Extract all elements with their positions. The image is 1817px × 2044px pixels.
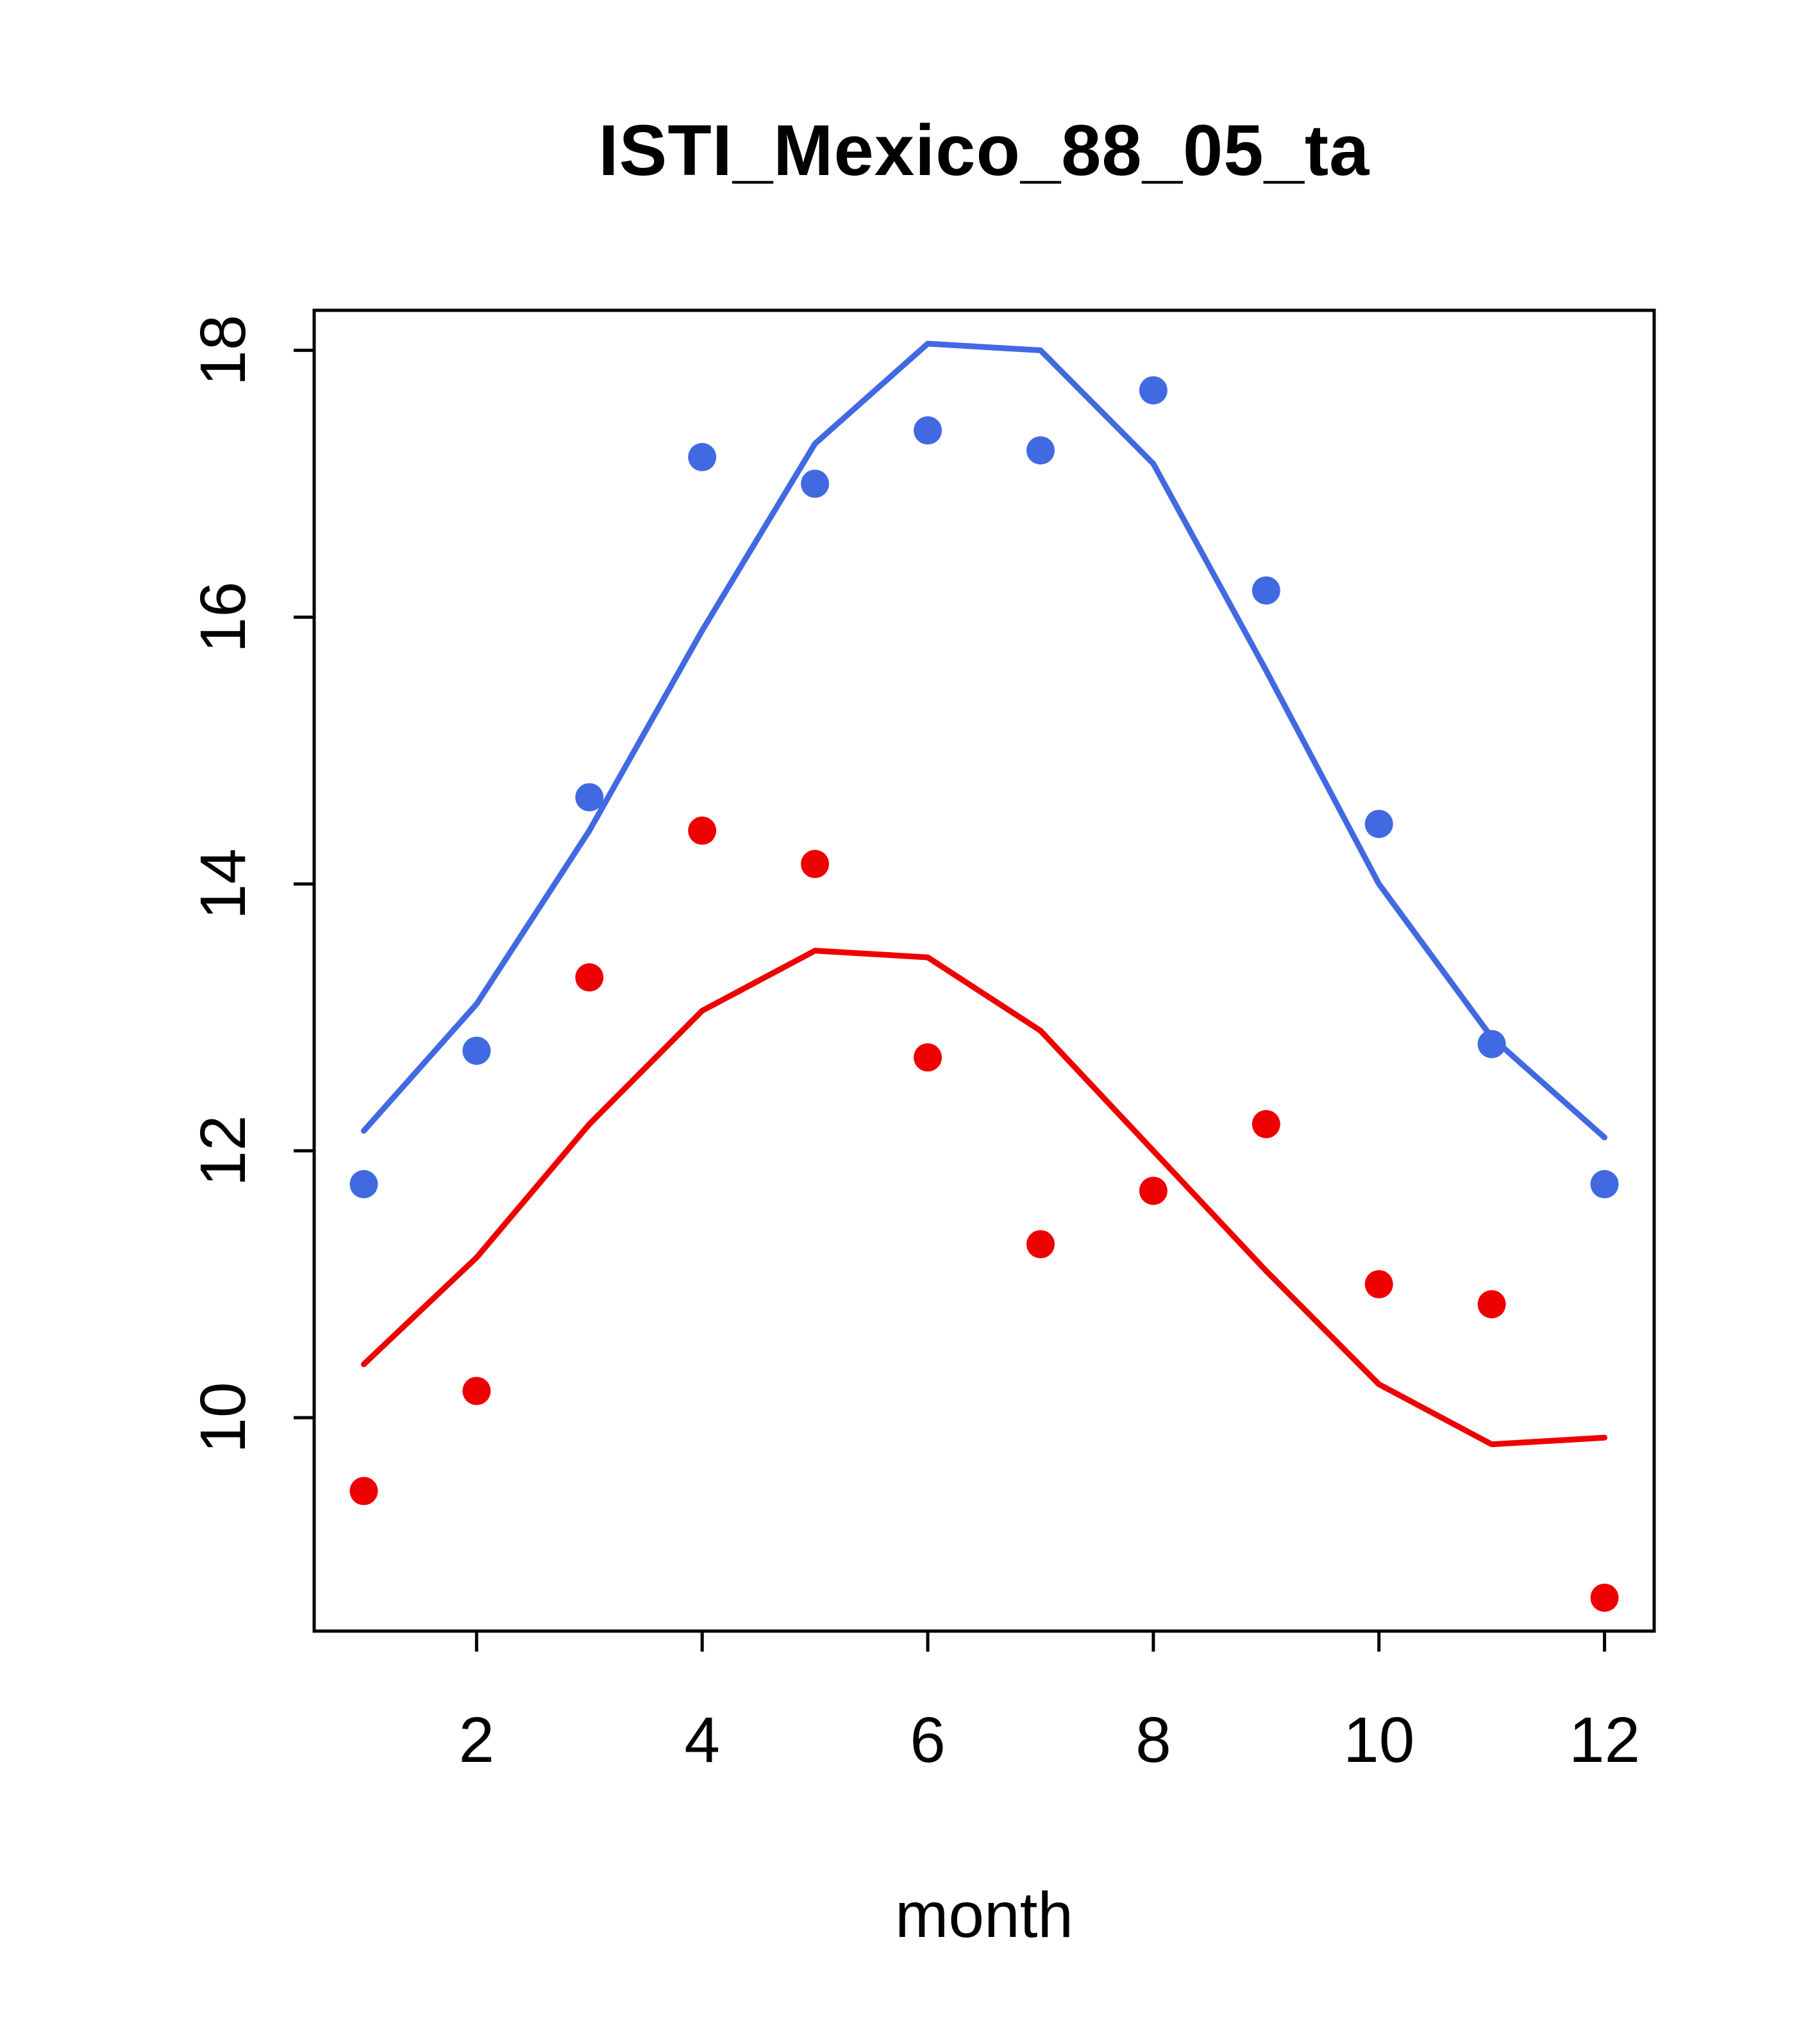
red-point xyxy=(1477,1290,1506,1319)
blue-point xyxy=(349,1169,378,1198)
chart-title: ISTI_Mexico_88_05_ta xyxy=(598,110,1370,190)
blue-point xyxy=(1477,1030,1506,1059)
red-point xyxy=(914,1043,942,1072)
blue-point xyxy=(1590,1169,1619,1198)
x-tick-label: 8 xyxy=(1135,1704,1171,1776)
x-tick-label: 4 xyxy=(684,1704,720,1776)
red-point xyxy=(462,1377,491,1405)
x-axis-label: month xyxy=(895,1879,1073,1951)
blue-point xyxy=(688,442,717,471)
x-tick-label: 12 xyxy=(1569,1704,1640,1776)
blue-point xyxy=(1139,376,1168,405)
blue-point xyxy=(1026,436,1055,465)
x-tick-label: 10 xyxy=(1343,1704,1414,1776)
red-point xyxy=(688,816,717,845)
blue-point xyxy=(575,783,604,812)
y-tick-label: 14 xyxy=(187,848,259,919)
y-tick-label: 12 xyxy=(187,1115,259,1186)
blue-point xyxy=(462,1036,491,1065)
blue-point xyxy=(1364,810,1393,839)
y-tick-label: 16 xyxy=(187,582,259,653)
y-tick-label: 10 xyxy=(187,1382,259,1453)
red-point xyxy=(349,1477,378,1505)
blue-line xyxy=(360,340,1608,1141)
red-point xyxy=(1590,1583,1619,1612)
red-point xyxy=(1252,1110,1280,1139)
red-point xyxy=(801,850,830,878)
x-tick-label: 2 xyxy=(459,1704,495,1776)
red-line xyxy=(360,948,1608,1448)
blue-point xyxy=(801,469,830,498)
x-tick-label: 6 xyxy=(910,1704,946,1776)
plot-box xyxy=(312,308,1656,1633)
y-tick-label: 18 xyxy=(187,315,259,386)
red-point xyxy=(575,963,604,992)
blue-point xyxy=(1252,576,1280,605)
red-point xyxy=(1026,1230,1055,1259)
blue-point xyxy=(914,416,942,445)
red-point xyxy=(1139,1177,1168,1205)
red-point xyxy=(1364,1269,1393,1298)
